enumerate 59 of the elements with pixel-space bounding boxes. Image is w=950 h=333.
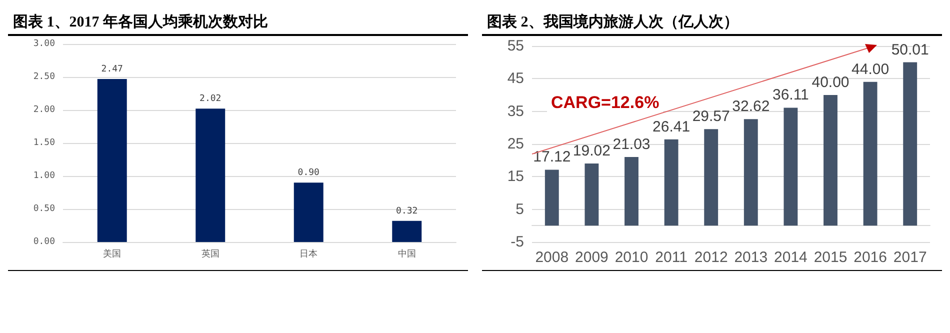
x-tick-label: 2013 bbox=[734, 249, 768, 266]
data-label: 26.41 bbox=[652, 118, 690, 136]
y-tick-label: 35 bbox=[507, 102, 524, 120]
data-label: 29.57 bbox=[692, 108, 730, 126]
bar bbox=[903, 62, 918, 226]
x-tick-label: 日本 bbox=[300, 248, 318, 260]
bar bbox=[824, 95, 838, 226]
bar bbox=[784, 108, 798, 226]
y-tick-label: 0.00 bbox=[33, 237, 55, 247]
x-tick-label: 2010 bbox=[614, 249, 648, 266]
data-label: 32.62 bbox=[732, 98, 770, 116]
data-label: 17.12 bbox=[533, 148, 571, 166]
x-tick-label: 2015 bbox=[814, 249, 848, 266]
x-tick-label: 2012 bbox=[694, 249, 728, 266]
data-label: 2.02 bbox=[200, 94, 222, 104]
x-tick-label: 中国 bbox=[398, 248, 416, 260]
x-tick-label: 美国 bbox=[103, 248, 122, 260]
x-tick-label: 2017 bbox=[893, 249, 927, 266]
chart-title: 图表 2、我国境内旅游人次（亿人次） bbox=[487, 12, 738, 30]
y-tick-label: 15 bbox=[507, 168, 524, 186]
x-tick-label: 2011 bbox=[655, 249, 688, 266]
x-tick-label: 2016 bbox=[854, 249, 887, 266]
y-tick-label: 5 bbox=[516, 200, 524, 218]
y-tick-label: 2.50 bbox=[33, 72, 55, 82]
y-tick-label: -5 bbox=[510, 234, 524, 250]
data-label: 0.90 bbox=[298, 168, 320, 178]
data-label: 21.03 bbox=[612, 136, 650, 153]
bar bbox=[392, 220, 422, 242]
annotation: CARG=12.6% bbox=[551, 93, 660, 112]
y-tick-label: 3.00 bbox=[33, 39, 55, 49]
x-tick-label: 2008 bbox=[535, 249, 569, 266]
data-label: 50.01 bbox=[891, 41, 929, 58]
bar bbox=[196, 108, 226, 242]
bar bbox=[624, 156, 638, 226]
y-tick-label: 55 bbox=[507, 38, 524, 54]
y-tick-label: 0.50 bbox=[33, 204, 55, 214]
y-tick-label: 1.50 bbox=[33, 138, 55, 148]
bar bbox=[544, 170, 559, 226]
y-tick-label: 2.00 bbox=[33, 105, 55, 115]
bar bbox=[744, 119, 758, 226]
y-tick-label: 25 bbox=[507, 136, 524, 152]
bar bbox=[97, 78, 127, 242]
bar bbox=[584, 164, 599, 226]
x-tick-label: 2014 bbox=[774, 249, 808, 266]
bar bbox=[664, 139, 678, 226]
data-label: 0.32 bbox=[396, 206, 418, 216]
data-label: 2.47 bbox=[101, 64, 123, 74]
bar bbox=[294, 182, 324, 242]
bar bbox=[863, 82, 878, 226]
y-tick-label: 1.00 bbox=[33, 171, 55, 181]
data-label: 40.00 bbox=[812, 74, 850, 91]
y-tick-label: 45 bbox=[507, 70, 524, 88]
data-label: 36.11 bbox=[772, 86, 809, 104]
x-tick-label: 英国 bbox=[201, 248, 220, 260]
chart-title: 图表 1、2017 年各国人均乘机次数对比 bbox=[13, 14, 268, 30]
bar bbox=[704, 129, 718, 226]
x-tick-label: 2009 bbox=[575, 249, 608, 266]
data-label: 19.02 bbox=[572, 142, 610, 160]
data-label: 44.00 bbox=[852, 60, 890, 78]
